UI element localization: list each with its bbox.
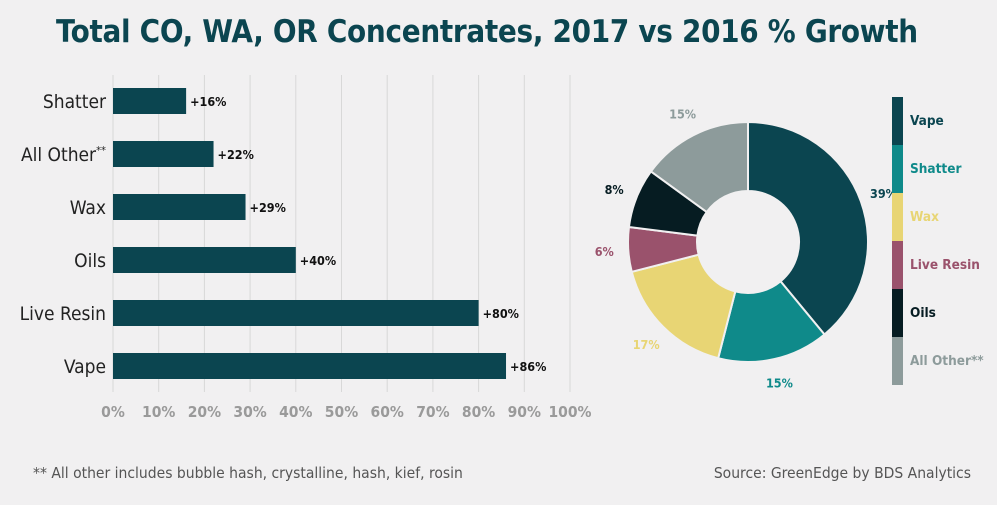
bar bbox=[113, 141, 214, 167]
y-category-label: Live Resin bbox=[20, 303, 106, 325]
bar bbox=[113, 300, 479, 326]
legend-item: Live Resin bbox=[892, 241, 997, 289]
legend-item: Shatter bbox=[892, 145, 997, 193]
slice-data-label: 6% bbox=[595, 244, 614, 259]
legend-label: Live Resin bbox=[910, 257, 980, 273]
y-category-label: Vape bbox=[64, 356, 106, 378]
x-tick-label: 80% bbox=[462, 403, 495, 421]
slice-data-label: 15% bbox=[766, 376, 793, 391]
legend: Vape Shatter Wax Live Resin Oils All Other** bbox=[892, 97, 997, 385]
legend-item: Wax bbox=[892, 193, 997, 241]
x-tick-label: 70% bbox=[416, 403, 449, 421]
legend-label: Vape bbox=[910, 113, 944, 129]
slice-data-label: 17% bbox=[633, 337, 660, 352]
slice-data-label: 8% bbox=[605, 182, 624, 197]
source-note: Source: GreenEdge by BDS Analytics bbox=[713, 464, 971, 482]
bar-data-label: +29% bbox=[250, 200, 286, 215]
bar bbox=[113, 194, 246, 220]
legend-swatch bbox=[892, 97, 903, 145]
y-category-label: Wax bbox=[70, 197, 106, 219]
donut-chart: 39% 15% 17% 6% 8% 15% bbox=[595, 107, 897, 391]
legend-label: All Other** bbox=[910, 353, 984, 369]
legend-item: Vape bbox=[892, 97, 997, 145]
footnote: ** All other includes bubble hash, cryst… bbox=[33, 464, 463, 482]
y-category-label: All Other** bbox=[21, 144, 106, 166]
x-tick-label: 30% bbox=[233, 403, 266, 421]
x-tick-label: 40% bbox=[279, 403, 312, 421]
bar bbox=[113, 353, 507, 379]
slice-data-label: 15% bbox=[669, 107, 696, 122]
x-tick-label: 90% bbox=[508, 403, 541, 421]
y-category-label: Oils bbox=[74, 250, 106, 272]
slice-data-label: 39% bbox=[870, 186, 897, 201]
legend-label: Oils bbox=[910, 305, 936, 321]
legend-swatch bbox=[892, 145, 903, 193]
donut-slice bbox=[630, 253, 737, 360]
bar-data-label: +22% bbox=[218, 147, 254, 162]
x-tick-label: 10% bbox=[142, 403, 175, 421]
x-tick-label: 100% bbox=[548, 403, 591, 421]
x-tick-label: 60% bbox=[371, 403, 404, 421]
bar bbox=[113, 247, 296, 273]
x-tick-label: 50% bbox=[325, 403, 358, 421]
legend-item: All Other** bbox=[892, 337, 997, 385]
category-footnote-mark: ** bbox=[96, 144, 106, 157]
legend-label: Wax bbox=[910, 209, 939, 225]
legend-swatch bbox=[892, 193, 903, 241]
chart-title: Total CO, WA, OR Concentrates, 2017 vs 2… bbox=[56, 14, 918, 50]
bar-data-label: +40% bbox=[300, 253, 336, 268]
bar-chart: 0% 10% 20% 30% 40% 50% 60% 70% 80% 90% 100% Shatter… bbox=[20, 75, 592, 421]
x-tick-label: 0% bbox=[101, 403, 125, 421]
bar-data-label: +16% bbox=[190, 94, 226, 109]
bar-data-label: +86% bbox=[510, 359, 546, 374]
legend-swatch bbox=[892, 241, 903, 289]
bar bbox=[113, 88, 187, 114]
donut-slice bbox=[747, 120, 869, 336]
legend-swatch bbox=[892, 289, 903, 337]
x-tick-label: 20% bbox=[188, 403, 221, 421]
y-category-label: Shatter bbox=[43, 91, 107, 113]
bar-data-label: +80% bbox=[483, 306, 519, 321]
donut-slice bbox=[649, 120, 749, 214]
legend-swatch bbox=[892, 337, 903, 385]
legend-label: Shatter bbox=[910, 161, 962, 177]
legend-item: Oils bbox=[892, 289, 997, 337]
